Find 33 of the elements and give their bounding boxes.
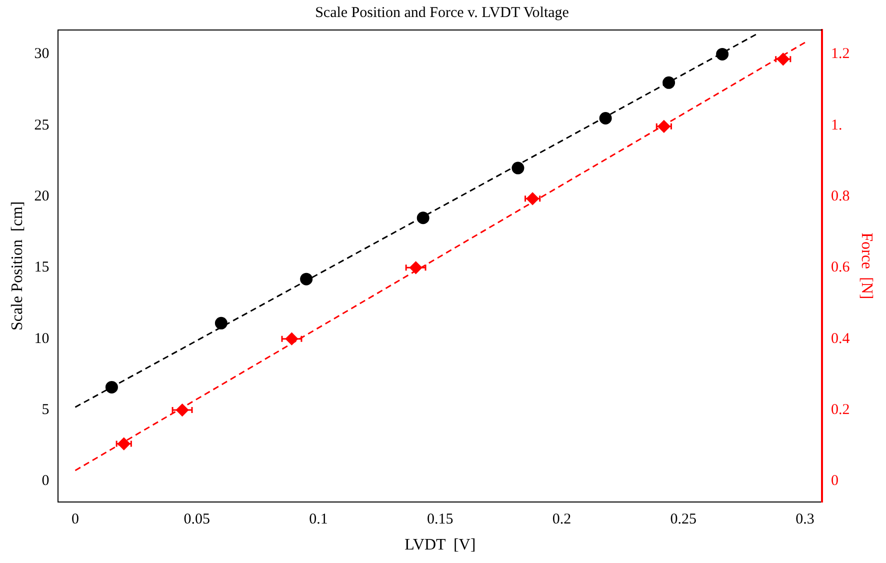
y-tick-label: 5 bbox=[42, 402, 50, 418]
x-axis-title: LVDT [V] bbox=[404, 536, 476, 554]
y-tick-label: 25 bbox=[34, 117, 50, 134]
y2-tick-label: 0.2 bbox=[831, 402, 850, 418]
point bbox=[416, 212, 430, 224]
point bbox=[300, 272, 313, 286]
y2-tick-label: 0.4 bbox=[831, 330, 850, 347]
x-tick-label: 0.1 bbox=[309, 512, 328, 528]
point bbox=[662, 76, 676, 89]
y-tick-label: 10 bbox=[34, 330, 50, 347]
x-tick-label: 0.05 bbox=[184, 512, 210, 528]
y-tick-label: 20 bbox=[34, 188, 50, 204]
chart-title: Scale Position and Force v. LVDT Voltage bbox=[315, 4, 570, 21]
y2-tick-label: 0.8 bbox=[831, 188, 850, 204]
x-tick-label: 0 bbox=[71, 512, 79, 528]
point bbox=[599, 112, 612, 124]
point bbox=[512, 162, 524, 174]
x-tick-label: 0.3 bbox=[796, 512, 814, 528]
point bbox=[105, 380, 118, 394]
y2-tick-label: 0.6 bbox=[831, 260, 850, 276]
y2-axis-title: Force [N] bbox=[858, 232, 876, 300]
y-tick-label: 15 bbox=[34, 260, 50, 276]
x-tick-label: 0.2 bbox=[552, 512, 572, 528]
point bbox=[214, 316, 228, 330]
point bbox=[716, 48, 729, 60]
y-tick-label: 30 bbox=[34, 46, 50, 62]
y-axis-title: Scale Position [cm] bbox=[8, 201, 26, 331]
y2-tick-label: 0 bbox=[831, 473, 839, 490]
y2-tick-label: 1. bbox=[831, 117, 842, 134]
x-tick-label: 0.15 bbox=[427, 512, 454, 528]
y-tick-label: 0 bbox=[42, 473, 50, 490]
y2-tick-label: 1.2 bbox=[831, 46, 850, 62]
x-tick-label: 0.25 bbox=[670, 512, 697, 528]
